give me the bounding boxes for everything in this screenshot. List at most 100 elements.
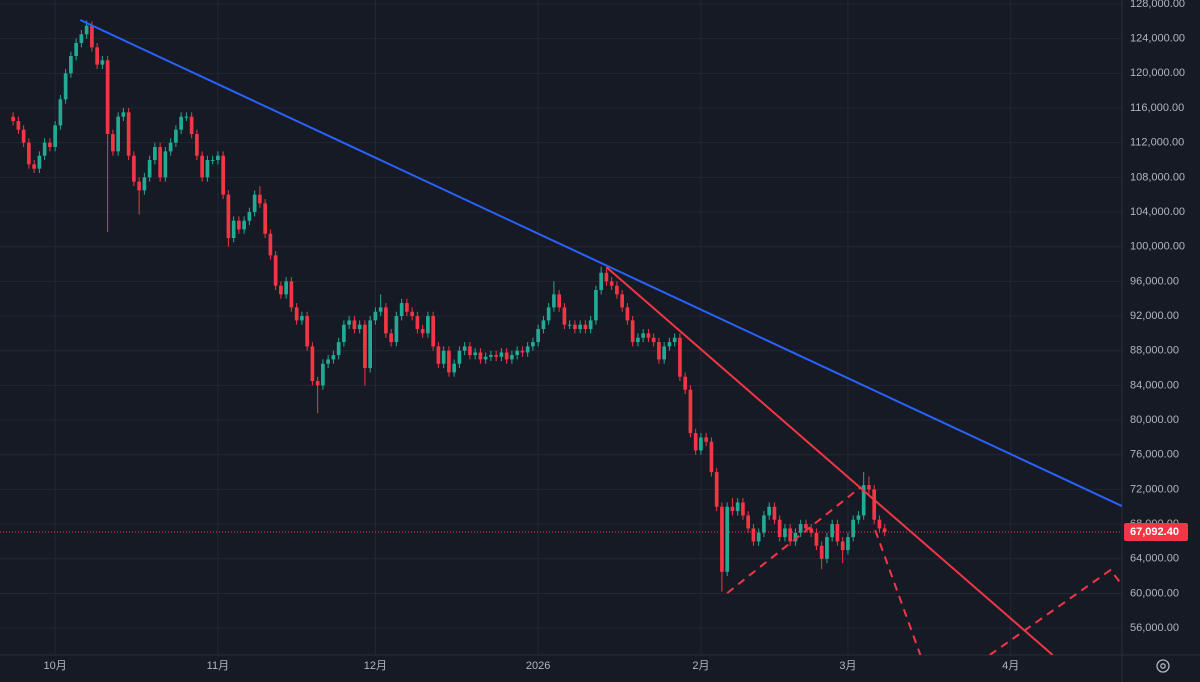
x-tick-label: 2026: [526, 660, 550, 672]
candle-body: [609, 281, 614, 286]
candle-body: [378, 307, 383, 312]
candle-body: [462, 346, 467, 351]
candle-body: [809, 528, 814, 533]
candle-body: [714, 472, 719, 507]
candle-body: [783, 528, 787, 538]
y-tick-label: 108,000.00: [1130, 171, 1185, 183]
candle-body: [342, 324, 346, 343]
candle-body: [205, 160, 210, 178]
candle-body: [48, 142, 52, 148]
candle-body: [851, 519, 856, 538]
y-tick-label: 64,000.00: [1130, 553, 1179, 565]
candle-body: [468, 346, 472, 356]
candle-body: [583, 324, 588, 330]
candle-body: [415, 316, 420, 330]
candle-body: [305, 316, 309, 347]
candle-body: [452, 363, 456, 373]
candle-body: [336, 342, 341, 356]
candle-body: [284, 281, 288, 295]
candle-body: [840, 541, 845, 551]
candle-body: [567, 324, 572, 326]
gear-outline[interactable]: [1156, 659, 1170, 673]
candle-body: [473, 352, 477, 356]
candle-body: [830, 524, 835, 538]
candle-body: [552, 294, 556, 308]
candle-body: [289, 281, 294, 308]
candle-body: [835, 524, 840, 542]
candle-body: [84, 25, 89, 35]
candle-body: [331, 355, 336, 360]
candle-body: [237, 220, 241, 230]
candle-body: [672, 337, 677, 343]
candle-body: [457, 350, 462, 364]
gear-center[interactable]: [1160, 663, 1166, 669]
candle-body: [16, 121, 21, 130]
candle-body: [384, 307, 388, 334]
axes: 56,000.0060,000.0064,000.0068,000.0072,0…: [44, 0, 1188, 672]
candle-body: [158, 147, 162, 178]
candle-body: [657, 342, 661, 360]
candle-body: [27, 142, 31, 165]
candle-body: [756, 532, 761, 542]
candle-body: [720, 506, 724, 572]
candle-body: [373, 311, 378, 321]
candle-body: [200, 155, 204, 178]
candle-body: [326, 359, 330, 364]
candle-body: [625, 307, 630, 321]
candle-body: [515, 350, 519, 356]
candle-body: [263, 203, 267, 234]
candle-body: [494, 355, 498, 357]
candle-body: [410, 311, 414, 317]
candle-body: [394, 316, 399, 343]
candle-body: [683, 376, 688, 390]
candle-body: [772, 506, 777, 520]
y-tick-label: 92,000.00: [1130, 310, 1179, 322]
candle-body: [95, 47, 99, 65]
candle-body: [447, 350, 451, 373]
candle-body: [174, 129, 178, 143]
candle-body: [121, 112, 126, 117]
candle-body: [489, 355, 493, 357]
candle-body: [872, 489, 877, 520]
settings-button[interactable]: [1156, 659, 1170, 673]
candle-body: [814, 532, 819, 546]
candle-body: [599, 272, 604, 291]
candle-body: [762, 515, 766, 533]
candle-body: [651, 337, 656, 343]
candle-body: [578, 324, 583, 330]
candle-body: [168, 142, 173, 152]
y-tick-label: 116,000.00: [1130, 102, 1184, 114]
candle-body: [116, 116, 120, 152]
candle-body: [630, 320, 635, 343]
candle-body: [699, 437, 703, 451]
candle-body: [436, 346, 441, 364]
candle-body: [21, 129, 26, 143]
candle-body: [79, 34, 84, 43]
candle-body: [662, 346, 667, 360]
candle-body: [546, 307, 551, 321]
trend-line: [989, 568, 1122, 655]
candle-body: [751, 528, 756, 542]
candle-body: [363, 324, 367, 369]
candle-body: [594, 290, 598, 321]
candle-body: [646, 333, 651, 338]
candle-body: [819, 545, 824, 559]
candle-body: [294, 307, 299, 321]
candle-body: [105, 60, 110, 135]
last-price-box: [1124, 522, 1188, 541]
candle-body: [195, 134, 199, 156]
candle-body: [268, 233, 273, 256]
candle-body: [352, 320, 357, 330]
candle-body: [730, 506, 735, 512]
candle-body: [541, 320, 546, 330]
x-tick-label: 12月: [364, 660, 387, 672]
candle-body: [877, 519, 882, 529]
candle-body: [504, 352, 509, 360]
candle-body: [11, 116, 15, 122]
y-tick-label: 56,000.00: [1130, 622, 1179, 634]
candle-body: [126, 112, 131, 156]
candle-body: [347, 320, 351, 325]
candle-body: [693, 433, 698, 451]
